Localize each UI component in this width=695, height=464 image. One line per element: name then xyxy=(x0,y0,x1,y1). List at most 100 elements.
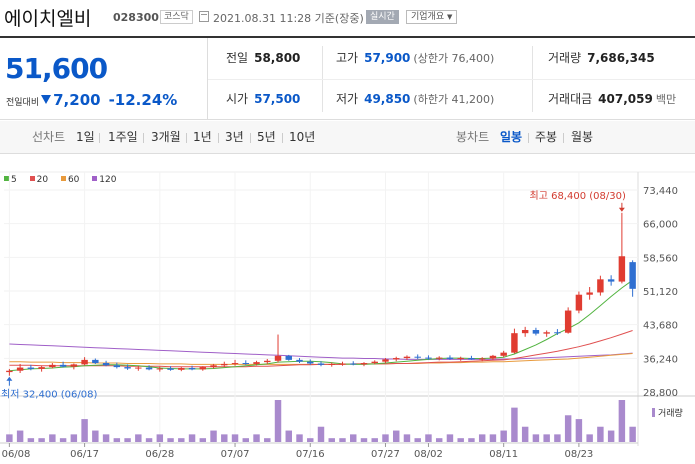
candle-body xyxy=(296,359,303,362)
volume-bar xyxy=(382,434,389,442)
period-3m[interactable]: 3개월 xyxy=(151,130,181,144)
open-value: 57,500 xyxy=(254,92,301,106)
candle-body xyxy=(511,333,518,353)
period-1y[interactable]: 1년 xyxy=(193,130,212,144)
candle-body xyxy=(102,363,110,366)
candle-body xyxy=(425,357,432,359)
volume-bar xyxy=(317,426,325,442)
high-annotation-arrowhead xyxy=(618,207,625,212)
candle-body xyxy=(145,367,153,370)
candle-body xyxy=(274,355,282,361)
volume-bar xyxy=(371,438,378,442)
candle-body xyxy=(489,355,497,359)
volume-bar xyxy=(70,434,78,442)
ma-legend: 5 20 60 120 xyxy=(4,175,126,189)
candle-body xyxy=(575,294,583,311)
timestamp: 2021.08.31 11:28 기준(장중) xyxy=(213,12,364,25)
candle-body xyxy=(478,358,486,360)
candle-body xyxy=(629,262,636,289)
volume-bar xyxy=(618,400,626,442)
x-tick-label: 08/23 xyxy=(564,449,593,460)
trade-amount: 거래대금 407,059 백만 xyxy=(548,79,676,120)
candlestick-chart[interactable]: 73,440 66,000 58,560 51,120 43,680 36,240 28,8… xyxy=(0,154,695,464)
ma120-line xyxy=(9,343,633,360)
lower-limit: (하한가 41,200) xyxy=(413,93,495,106)
volume-legend-swatch xyxy=(652,408,655,417)
candle-body xyxy=(500,352,507,356)
candle-body xyxy=(403,356,411,359)
prev-close-value: 58,800 xyxy=(254,51,301,65)
candle-body xyxy=(6,370,13,373)
divider xyxy=(563,133,564,143)
candle-body xyxy=(124,367,131,369)
volume-bar xyxy=(242,438,250,442)
y-tick-label: 36,240 xyxy=(643,354,678,365)
company-overview-button[interactable]: 기업개요 ▼ xyxy=(406,10,458,24)
volume: 거래량 7,686,345 xyxy=(548,38,655,79)
volume-bar xyxy=(564,415,572,442)
candle-body xyxy=(199,367,207,370)
change-row: 전일대비 7,200 -12.24% xyxy=(6,91,177,109)
prev-close: 전일 58,800 xyxy=(226,38,300,79)
legend-swatch xyxy=(60,176,66,181)
volume-bar xyxy=(102,434,110,442)
current-price-box: 51,600 전일대비 7,200 -12.24% xyxy=(0,38,208,120)
volume-bar xyxy=(521,426,529,442)
legend-label: 120 xyxy=(99,175,117,185)
change-percent: -12.24% xyxy=(108,91,178,109)
candle-body xyxy=(242,363,250,365)
legend-item-ma20: 20 xyxy=(29,175,48,185)
period-5y[interactable]: 5년 xyxy=(257,130,276,144)
volume-bar xyxy=(92,430,99,442)
candle-body xyxy=(414,356,421,358)
y-tick-label: 28,800 xyxy=(643,388,678,399)
volume-bar xyxy=(597,426,604,442)
volume-bar xyxy=(156,434,164,442)
low-label: 저가 xyxy=(336,92,359,106)
volume-legend-label: 거래량 xyxy=(658,407,683,419)
legend-label: 5 xyxy=(11,175,17,185)
volume-bar xyxy=(500,430,507,442)
volume-bar xyxy=(468,438,475,442)
volume-bar xyxy=(435,438,443,442)
candle-body xyxy=(597,279,604,293)
period-1w[interactable]: 1주일 xyxy=(108,130,138,144)
volume-bar xyxy=(629,426,636,442)
candle-body xyxy=(532,330,540,334)
volume-bar xyxy=(231,434,239,442)
candle-body xyxy=(554,332,561,334)
candle-body xyxy=(607,279,615,282)
volume-bar xyxy=(607,430,615,442)
volume-bar xyxy=(403,434,411,442)
volume-bar xyxy=(27,438,35,442)
candle-body xyxy=(264,360,271,363)
candle-body xyxy=(392,358,400,360)
period-3y[interactable]: 3년 xyxy=(225,130,244,144)
candle-weekly-tab[interactable]: 주봉 xyxy=(535,130,558,144)
candle-body xyxy=(231,363,239,365)
open-label: 시가 xyxy=(226,92,249,106)
stock-code: 028300 xyxy=(113,11,159,24)
realtime-button[interactable]: 실시간 xyxy=(366,10,399,24)
volume-bar xyxy=(360,438,368,442)
divider xyxy=(528,133,529,143)
stock-name[interactable]: 에이치엘비 xyxy=(4,8,92,30)
divider xyxy=(208,79,695,80)
upper-limit: (상한가 76,400) xyxy=(413,52,495,65)
candle-body xyxy=(135,367,142,369)
volume-bar xyxy=(328,438,335,442)
divider xyxy=(250,133,251,143)
volume-bar xyxy=(6,434,13,442)
candle-daily-tab[interactable]: 일봉 xyxy=(500,130,523,144)
period-10y[interactable]: 10년 xyxy=(289,130,316,144)
period-1d[interactable]: 1일 xyxy=(76,130,95,144)
candle-body xyxy=(81,359,88,365)
candle-body xyxy=(339,363,346,365)
x-tick-label: 08/02 xyxy=(414,449,443,460)
amount-value: 407,059 xyxy=(598,92,653,106)
candle-body xyxy=(113,365,121,368)
x-tick-label: 07/27 xyxy=(371,449,400,460)
candle-monthly-tab[interactable]: 월봉 xyxy=(571,130,594,144)
volume-value: 7,686,345 xyxy=(587,51,655,65)
volume-bar xyxy=(81,419,88,442)
